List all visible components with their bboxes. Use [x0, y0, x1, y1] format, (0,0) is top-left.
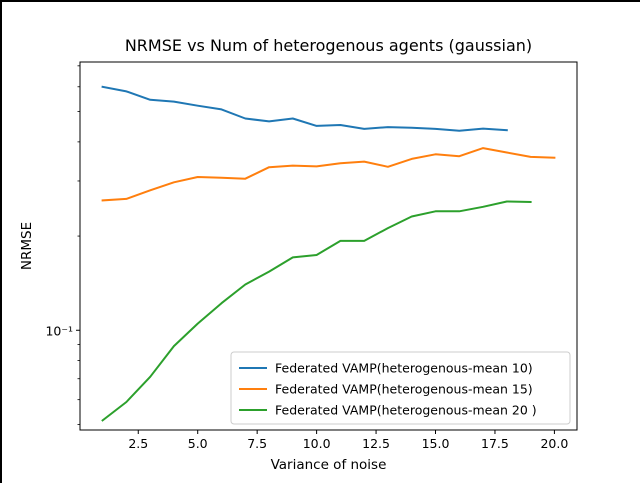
chart-title: NRMSE vs Num of heterogenous agents (gau… [125, 36, 532, 55]
plot-area-frame [79, 61, 578, 431]
x-tick-label: 2.5 [128, 436, 148, 451]
x-tick-label: 17.5 [481, 436, 509, 451]
legend-label-1: Federated VAMP(heterogenous-mean 10) [275, 361, 533, 376]
series-layer [101, 85, 556, 422]
series-line-2 [101, 147, 556, 202]
x-tick-label: 15.0 [422, 436, 450, 451]
series-line-3 [101, 200, 532, 422]
x-axis: 2.5 5.0 7.5 10.0 12.5 15.0 17.5 20.0 [128, 430, 568, 451]
x-tick-label: 5.0 [188, 436, 208, 451]
legend-label-3: Federated VAMP(heterogenous-mean 20 ) [275, 403, 537, 418]
y-axis-title: NRMSE [19, 222, 35, 270]
x-tick-label: 20.0 [540, 436, 568, 451]
x-tick-label: 7.5 [247, 436, 267, 451]
series-line-1 [101, 85, 508, 132]
x-axis-title: Variance of noise [271, 457, 387, 473]
legend: Federated VAMP(heterogenous-mean 10) Fede… [230, 351, 571, 425]
y-axis: 10⁻¹ [45, 65, 80, 425]
legend-label-2: Federated VAMP(heterogenous-mean 15) [275, 382, 533, 397]
x-tick-label: 12.5 [362, 436, 390, 451]
legend-box [230, 351, 571, 425]
y-tick-label: 10⁻¹ [45, 323, 73, 338]
x-tick-label: 10.0 [303, 436, 331, 451]
